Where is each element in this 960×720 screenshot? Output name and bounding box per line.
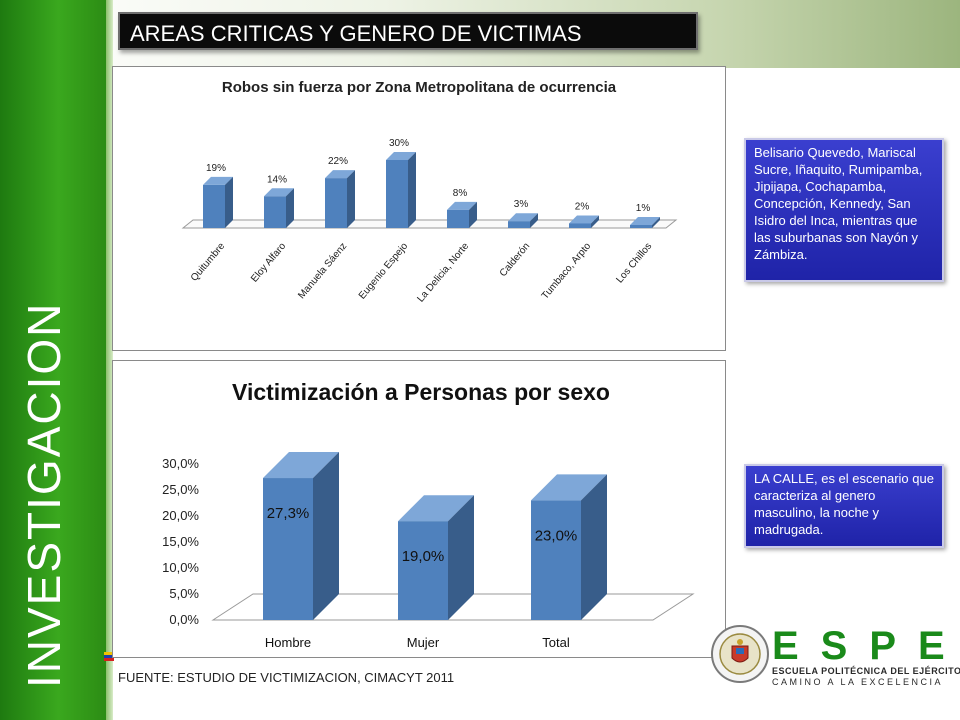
chart2-y-tick: 30,0% — [162, 456, 199, 471]
chart1-category-label: Quitumbre — [189, 241, 228, 284]
chart2-bar — [531, 474, 607, 620]
chart2-category-label: Hombre — [265, 635, 311, 650]
chart2-data-label: 19,0% — [402, 548, 445, 565]
side-bar-edge — [106, 0, 113, 720]
areas-callout: Belisario Quevedo, Mariscal Sucre, Iñaqu… — [744, 138, 944, 282]
side-label: INVESTIGACION — [18, 301, 70, 688]
chart2-y-tick: 0,0% — [169, 612, 199, 627]
chart1-category-label: Calderón — [498, 241, 533, 279]
zone-robbery-chart-svg: Robos sin fuerza por Zona Metropolitana … — [181, 79, 678, 305]
chart1-bar — [508, 213, 538, 228]
chart2-data-label: 23,0% — [535, 527, 578, 544]
chart1-data-label: 22% — [328, 156, 348, 167]
flag-icon — [104, 652, 114, 662]
espe-motto: CAMINO A LA EXCELENCIA — [772, 677, 944, 687]
chart2-category-label: Mujer — [407, 635, 440, 650]
chart1-bar — [630, 217, 660, 228]
chart1-category-label: Tumbaco, Arpto — [540, 241, 594, 302]
chart1-data-label: 14% — [267, 174, 287, 185]
espe-logo: ESPE ESCUELA POLITÉCNICA DEL EJÉRCITO CA… — [710, 624, 960, 690]
chart2-data-label: 27,3% — [267, 505, 310, 522]
chart1-category-label: Eugenio Espejo — [357, 241, 411, 302]
chart2-y-tick: 20,0% — [162, 508, 199, 523]
chart2-bar — [263, 452, 339, 620]
zone-robbery-chart: Robos sin fuerza por Zona Metropolitana … — [112, 66, 726, 351]
chart1-data-label: 19% — [206, 163, 226, 174]
chart2-y-tick: 5,0% — [169, 586, 199, 601]
victimization-sex-chart-svg: Victimización a Personas por sexo 0,0% 5,0… — [162, 379, 695, 650]
chart1-bar — [203, 176, 233, 228]
chart1-title: Robos sin fuerza por Zona Metropolitana … — [222, 79, 617, 96]
chart1-data-label: 2% — [575, 201, 590, 212]
gender-callout: LA CALLE, es el escenario que caracteriz… — [744, 464, 944, 548]
espe-letters: ESPE — [772, 624, 960, 668]
slide-title-box: AREAS CRITICAS Y GENERO DE VICTIMAS — [118, 12, 698, 50]
chart2-title: Victimización a Personas por sexo — [232, 379, 610, 405]
slide-title: AREAS CRITICAS Y GENERO DE VICTIMAS — [130, 21, 582, 46]
chart1-bar — [447, 201, 477, 228]
chart1-bar — [569, 215, 599, 228]
chart1-category-label: Los Chillos — [614, 241, 654, 286]
chart1-bar — [264, 188, 294, 228]
chart1-data-label: 1% — [636, 203, 651, 214]
chart2-category-label: Total — [542, 635, 570, 650]
chart1-category-label: Eloy Alfaro — [249, 241, 288, 285]
chart2-y-tick: 10,0% — [162, 560, 199, 575]
chart2-y-tick: 25,0% — [162, 482, 199, 497]
victimization-sex-chart: Victimización a Personas por sexo 0,0% 5,0… — [112, 360, 726, 658]
side-bar — [0, 0, 106, 720]
chart1-category-label: Manuela Sáenz — [296, 241, 349, 301]
chart2-y-tick: 15,0% — [162, 534, 199, 549]
espe-name: ESCUELA POLITÉCNICA DEL EJÉRCITO — [772, 666, 960, 676]
chart2-bar — [398, 495, 474, 620]
chart1-floor — [181, 219, 678, 229]
chart1-data-label: 30% — [389, 138, 409, 149]
chart1-category-label: La Delicia, Norte — [415, 241, 471, 305]
source-footer: FUENTE: ESTUDIO DE VICTIMIZACION, CIMACY… — [118, 670, 455, 685]
chart1-bar — [386, 152, 416, 228]
espe-seal-icon — [711, 625, 769, 683]
chart1-data-label: 3% — [514, 199, 529, 210]
chart1-data-label: 8% — [453, 188, 468, 199]
chart1-bar — [325, 170, 355, 228]
